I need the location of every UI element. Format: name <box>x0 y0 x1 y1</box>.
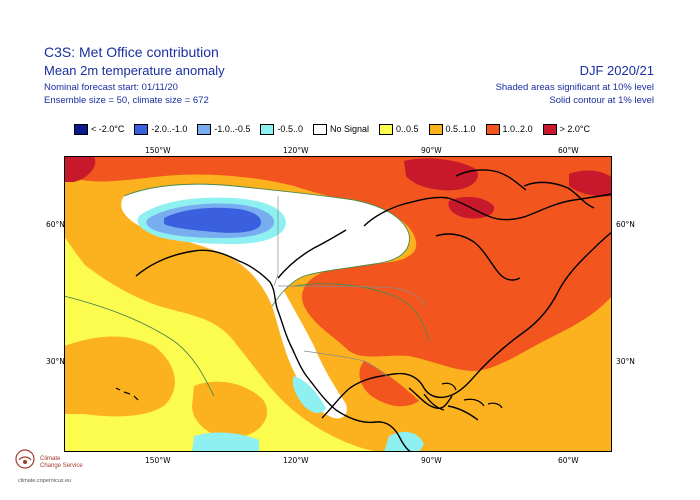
anomaly-field-neg2.0-neg1.0 <box>164 207 262 233</box>
legend-swatch <box>312 123 327 135</box>
legend-item: 1.0..2.0 <box>485 123 533 135</box>
lat-tick-left: 60°N <box>46 220 65 229</box>
ensemble-size-text: Ensemble size = 50, climate size = 672 <box>44 95 209 106</box>
lat-tick-right: 30°N <box>616 357 635 366</box>
legend-label: 0..0.5 <box>395 124 419 134</box>
legend-swatch <box>197 123 212 135</box>
legend-swatch <box>134 123 149 135</box>
legend-label: -2.0..-1.0 <box>151 124 188 134</box>
lon-tick-bottom: 60°W <box>558 456 579 465</box>
legend-label: < -2.0°C <box>91 124 125 134</box>
map-title: C3S: Met Office contribution <box>44 44 219 60</box>
forecast-start-text: Nominal forecast start: 01/11/20 <box>44 82 178 93</box>
legend-swatch <box>428 123 443 135</box>
legend-label: No Signal <box>329 124 369 134</box>
lat-tick-left: 30°N <box>46 357 65 366</box>
season-label: DJF 2020/21 <box>579 63 654 78</box>
map-subtitle: Mean 2m temperature anomaly <box>44 63 225 78</box>
legend-swatch <box>74 123 88 135</box>
legend-item: -1.0..-0.5 <box>197 123 251 135</box>
anomaly-map <box>64 156 612 452</box>
legend-label: 0.5..1.0 <box>445 124 476 134</box>
legend-swatch <box>378 123 393 135</box>
lat-tick-right: 60°N <box>616 220 635 229</box>
lon-tick-top: 150°W <box>145 146 171 155</box>
legend-label: -1.0..-0.5 <box>214 124 251 134</box>
lon-tick-top: 120°W <box>283 146 309 155</box>
legend-label: > 2.0°C <box>559 124 590 134</box>
significance-shaded-note: Shaded areas significant at 10% level <box>495 82 654 93</box>
legend-item: No Signal <box>312 123 369 135</box>
legend-item: -2.0..-1.0 <box>134 123 188 135</box>
legend-swatch <box>485 123 500 135</box>
significance-contour <box>123 183 410 307</box>
lon-tick-top: 90°W <box>421 146 442 155</box>
coastlines <box>135 169 612 452</box>
legend-item: -0.5..0 <box>260 123 303 135</box>
legend-label: 1.0..2.0 <box>502 124 533 134</box>
legend-item: > 2.0°C <box>542 123 590 135</box>
copernicus-logo-icon <box>15 449 35 469</box>
logo-url: climate.copernicus.eu <box>18 478 72 484</box>
legend-label: -0.5..0 <box>277 124 303 134</box>
logo-line-1: Climate <box>40 456 61 462</box>
map-frame <box>64 156 612 452</box>
color-legend: < -2.0°C -2.0..-1.0 -1.0..-0.5 -0.5..0 No Si… <box>74 122 600 136</box>
anomaly-field-gt2.0 <box>404 158 478 191</box>
legend-swatch <box>542 123 557 135</box>
lon-tick-bottom: 150°W <box>145 456 171 465</box>
legend-item: 0.5..1.0 <box>428 123 476 135</box>
legend-item: < -2.0°C <box>74 123 125 135</box>
logo-line-2: Change Service <box>40 463 83 469</box>
copernicus-logo: Climate Change Service <box>14 448 83 470</box>
significance-contour-note: Solid contour at 1% level <box>549 95 654 106</box>
lon-tick-top: 60°W <box>558 146 579 155</box>
lon-tick-bottom: 120°W <box>283 456 309 465</box>
lon-tick-bottom: 90°W <box>421 456 442 465</box>
country-borders <box>273 196 427 379</box>
legend-item: 0..0.5 <box>378 123 419 135</box>
legend-swatch <box>260 123 275 135</box>
